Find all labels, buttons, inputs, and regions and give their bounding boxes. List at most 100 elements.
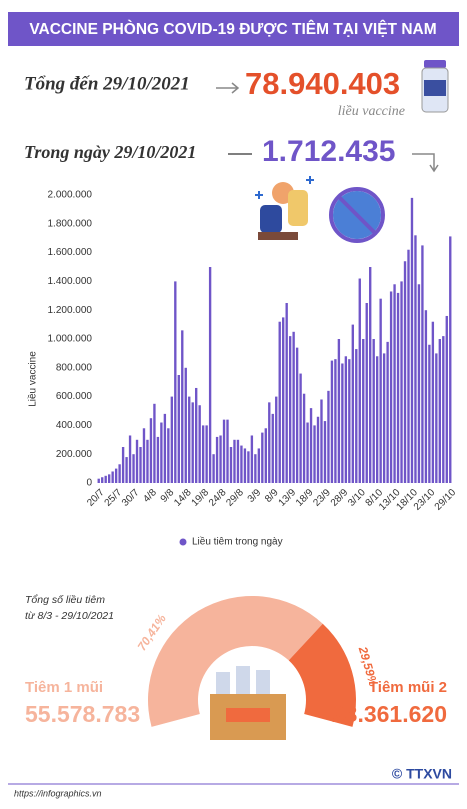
bar xyxy=(139,447,142,483)
bar xyxy=(118,464,121,483)
bar xyxy=(320,399,323,483)
bar xyxy=(222,419,226,483)
bar xyxy=(382,353,386,483)
bar xyxy=(379,298,382,483)
y-tick-label: 400.000 xyxy=(56,420,93,431)
bar xyxy=(292,331,295,483)
bar xyxy=(421,245,424,483)
bar xyxy=(302,393,306,483)
y-tick-label: 1.200.000 xyxy=(48,305,93,316)
y-tick-label: 1.400.000 xyxy=(48,276,93,287)
bar xyxy=(101,477,104,483)
bar xyxy=(170,396,174,483)
bar xyxy=(337,339,341,483)
bar xyxy=(330,360,334,483)
bar xyxy=(198,405,201,483)
y-tick-label: 1.000.000 xyxy=(48,334,93,345)
count-label: 55.578.783 xyxy=(25,701,140,727)
bar xyxy=(201,425,205,483)
bar xyxy=(271,413,274,483)
bar xyxy=(348,359,351,483)
y-tick-label: 600.000 xyxy=(56,391,93,402)
box-illustration xyxy=(210,666,286,740)
bar xyxy=(282,317,285,483)
y-tick-label: 1.600.000 xyxy=(48,247,93,258)
x-tick-label: 20/7 xyxy=(85,487,107,509)
bar xyxy=(334,359,337,483)
bar xyxy=(351,324,354,483)
bar xyxy=(275,396,278,483)
x-tick-label: 24/8 xyxy=(207,487,229,509)
bar xyxy=(393,284,396,483)
bar xyxy=(104,475,107,483)
arrow xyxy=(216,82,240,94)
total-value: 78.940.403 xyxy=(245,66,400,101)
bar xyxy=(285,303,288,483)
x-tick-label: 13/9 xyxy=(277,487,299,509)
bar xyxy=(208,267,212,483)
no-virus-icon xyxy=(329,187,385,243)
bar xyxy=(257,448,261,483)
bar xyxy=(167,428,170,483)
bar xyxy=(149,418,153,483)
bar xyxy=(375,356,379,483)
bar xyxy=(372,339,375,483)
y-tick-label: 200.000 xyxy=(56,449,93,460)
bar xyxy=(306,422,309,483)
title: VACCINE PHÒNG COVID-19 ĐƯỢC TIÊM TẠI VIỆ… xyxy=(29,20,436,38)
category-label: Tiêm mũi 2 xyxy=(369,679,447,696)
bar xyxy=(153,403,156,483)
x-tick-label: 29/10 xyxy=(433,487,459,513)
x-tick-label: 29/8 xyxy=(224,487,246,509)
bar xyxy=(160,422,163,483)
bar xyxy=(205,425,208,483)
x-tick-label: 4/8 xyxy=(141,487,159,505)
bar xyxy=(435,353,438,483)
donut-segment xyxy=(148,596,323,727)
bar xyxy=(288,336,292,483)
bar xyxy=(97,478,100,483)
bar xyxy=(132,454,135,483)
bar xyxy=(449,236,452,483)
total-unit: liều vaccine xyxy=(338,104,405,119)
bar xyxy=(233,439,236,483)
bar xyxy=(417,284,421,483)
bar xyxy=(215,436,219,483)
bar xyxy=(229,447,233,483)
bar xyxy=(396,292,400,483)
arrow xyxy=(412,153,439,173)
legend-marker xyxy=(179,538,187,546)
bar xyxy=(142,428,146,483)
bar xyxy=(386,341,389,483)
bar xyxy=(240,445,243,483)
subtitle: Tổng số liều tiêm xyxy=(25,594,105,606)
bar xyxy=(243,448,247,483)
bar xyxy=(268,402,271,483)
bar xyxy=(309,408,313,483)
bar xyxy=(184,367,187,483)
bar xyxy=(362,339,365,483)
x-tick-label: 23/9 xyxy=(311,487,333,509)
bar xyxy=(247,451,250,483)
footer-url: https://infographics.vn xyxy=(14,788,102,798)
bar xyxy=(195,387,198,483)
total-label: Tổng đến 29/10/2021 xyxy=(24,73,190,94)
x-tick-label: 30/7 xyxy=(120,487,142,509)
bar xyxy=(431,321,435,483)
bar xyxy=(181,330,184,483)
x-tick-label: 3/10 xyxy=(346,487,368,509)
bar xyxy=(442,336,445,483)
bar xyxy=(177,375,180,483)
bar xyxy=(111,471,114,483)
bar xyxy=(424,310,428,483)
bar xyxy=(355,349,358,483)
bar xyxy=(400,281,403,483)
bar xyxy=(316,416,320,483)
bar xyxy=(403,261,407,483)
y-axis-label: Liều vaccine xyxy=(27,351,39,407)
vial-icon xyxy=(421,60,449,113)
bar xyxy=(410,197,414,483)
bar xyxy=(128,435,132,483)
bar xyxy=(219,435,222,483)
